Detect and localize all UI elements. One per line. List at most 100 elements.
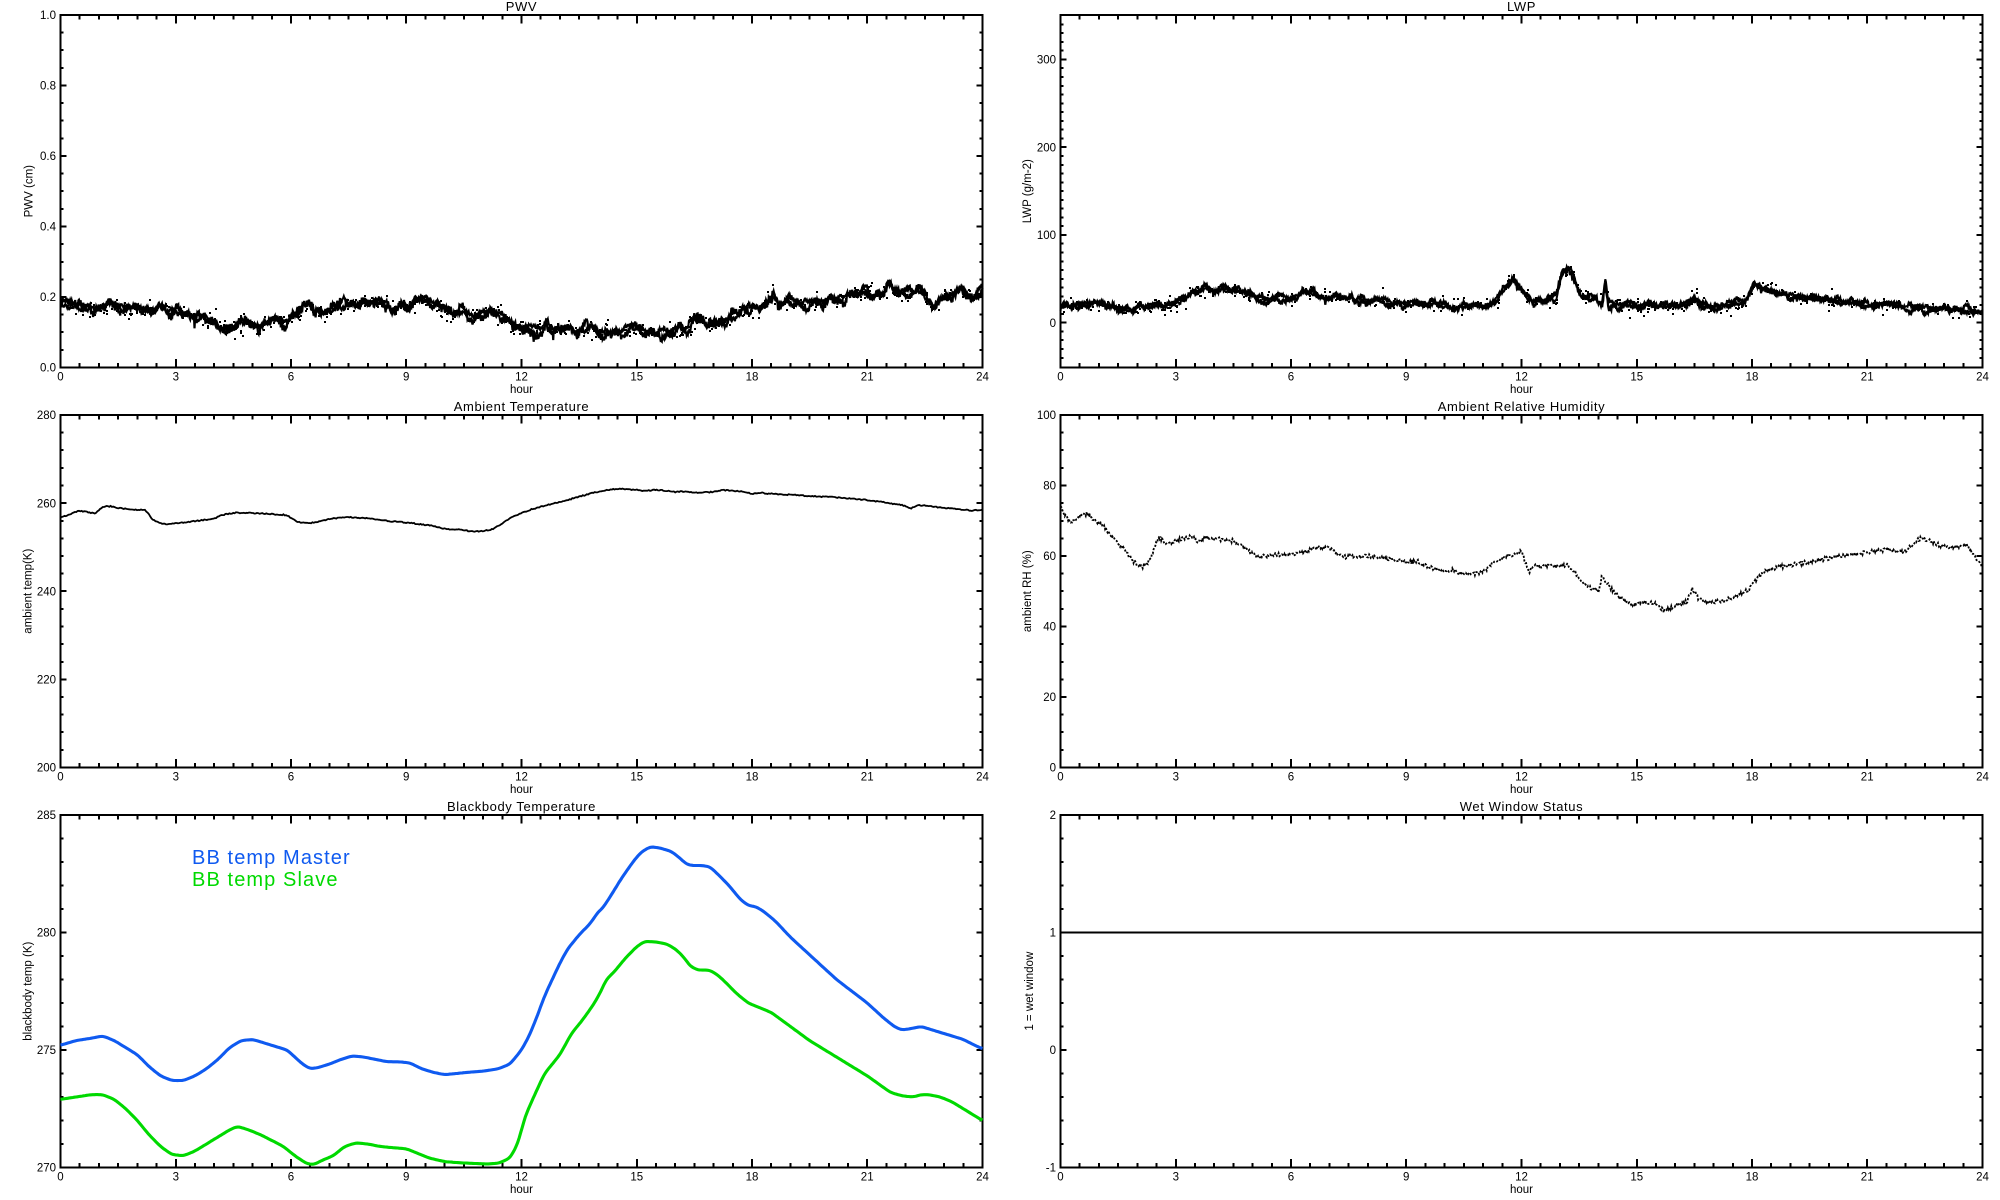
svg-text:0: 0 <box>1057 1172 1063 1184</box>
svg-text:275: 275 <box>37 1045 56 1057</box>
svg-text:260: 260 <box>37 498 56 510</box>
svg-text:200: 200 <box>37 763 56 775</box>
svg-text:PWV: PWV <box>506 0 537 14</box>
svg-text:0.0: 0.0 <box>40 363 56 375</box>
svg-text:24: 24 <box>1976 772 1989 784</box>
svg-text:6: 6 <box>1288 1172 1294 1184</box>
svg-text:hour: hour <box>510 784 533 796</box>
svg-text:3: 3 <box>1173 1172 1179 1184</box>
svg-text:BB temp Slave: BB temp Slave <box>192 869 339 891</box>
svg-text:hour: hour <box>510 384 533 396</box>
svg-text:18: 18 <box>1746 772 1759 784</box>
svg-text:blackbody temp (K): blackbody temp (K) <box>23 941 35 1040</box>
svg-text:1 = wet window: 1 = wet window <box>1024 951 1036 1031</box>
svg-text:0: 0 <box>57 372 63 384</box>
svg-text:15: 15 <box>1630 1172 1643 1184</box>
svg-text:hour: hour <box>1510 1184 1533 1196</box>
svg-text:15: 15 <box>630 772 643 784</box>
svg-text:0.4: 0.4 <box>40 222 57 234</box>
svg-text:21: 21 <box>861 1172 874 1184</box>
svg-text:Wet Window Status: Wet Window Status <box>1460 799 1583 814</box>
svg-text:3: 3 <box>1173 772 1179 784</box>
svg-text:9: 9 <box>1403 772 1409 784</box>
svg-text:ambient temp(K): ambient temp(K) <box>23 549 35 634</box>
svg-text:270: 270 <box>37 1163 56 1175</box>
svg-text:285: 285 <box>37 810 56 822</box>
svg-text:18: 18 <box>1746 372 1759 384</box>
svg-text:6: 6 <box>288 772 294 784</box>
svg-text:24: 24 <box>1976 1172 1989 1184</box>
svg-text:24: 24 <box>976 1172 989 1184</box>
svg-text:80: 80 <box>1043 481 1056 493</box>
svg-text:240: 240 <box>37 587 56 599</box>
svg-text:0: 0 <box>1057 772 1063 784</box>
svg-text:21: 21 <box>1861 1172 1874 1184</box>
svg-text:9: 9 <box>403 372 409 384</box>
svg-text:12: 12 <box>515 372 528 384</box>
svg-text:18: 18 <box>1746 1172 1759 1184</box>
svg-text:220: 220 <box>37 675 56 687</box>
svg-text:12: 12 <box>1515 372 1528 384</box>
svg-text:15: 15 <box>630 372 643 384</box>
svg-text:0.2: 0.2 <box>40 292 56 304</box>
svg-text:-1: -1 <box>1046 1163 1056 1175</box>
svg-text:12: 12 <box>515 772 528 784</box>
svg-text:3: 3 <box>173 1172 179 1184</box>
svg-text:100: 100 <box>1037 410 1056 422</box>
svg-text:0: 0 <box>57 1172 63 1184</box>
svg-text:3: 3 <box>173 772 179 784</box>
svg-text:21: 21 <box>1861 772 1874 784</box>
svg-text:0: 0 <box>57 772 63 784</box>
svg-text:1: 1 <box>1050 928 1056 940</box>
svg-text:LWP: LWP <box>1507 0 1536 14</box>
svg-text:280: 280 <box>37 928 56 940</box>
svg-text:24: 24 <box>976 772 989 784</box>
svg-text:ambient RH (%): ambient RH (%) <box>1022 550 1034 632</box>
svg-text:0: 0 <box>1050 763 1056 775</box>
svg-text:9: 9 <box>1403 1172 1409 1184</box>
svg-text:hour: hour <box>510 1184 533 1196</box>
svg-text:1.0: 1.0 <box>40 10 56 22</box>
svg-text:9: 9 <box>403 1172 409 1184</box>
svg-text:40: 40 <box>1043 622 1056 634</box>
svg-text:Ambient Temperature: Ambient Temperature <box>454 399 589 414</box>
svg-text:6: 6 <box>288 372 294 384</box>
svg-text:21: 21 <box>861 772 874 784</box>
svg-text:6: 6 <box>288 1172 294 1184</box>
svg-text:hour: hour <box>1510 384 1533 396</box>
svg-text:21: 21 <box>1861 372 1874 384</box>
svg-text:15: 15 <box>1630 772 1643 784</box>
svg-text:24: 24 <box>1976 372 1989 384</box>
svg-text:3: 3 <box>1173 372 1179 384</box>
svg-text:15: 15 <box>1630 372 1643 384</box>
svg-text:21: 21 <box>861 372 874 384</box>
svg-text:12: 12 <box>1515 772 1528 784</box>
svg-text:3: 3 <box>173 372 179 384</box>
svg-text:0: 0 <box>1050 1045 1056 1057</box>
svg-text:6: 6 <box>1288 372 1294 384</box>
svg-text:Blackbody Temperature: Blackbody Temperature <box>447 799 596 814</box>
svg-text:24: 24 <box>976 372 989 384</box>
svg-text:300: 300 <box>1037 55 1056 67</box>
svg-text:12: 12 <box>515 1172 528 1184</box>
svg-text:0: 0 <box>1057 372 1063 384</box>
svg-text:18: 18 <box>746 772 759 784</box>
svg-text:6: 6 <box>1288 772 1294 784</box>
svg-text:2: 2 <box>1050 810 1056 822</box>
svg-text:15: 15 <box>630 1172 643 1184</box>
svg-text:18: 18 <box>746 1172 759 1184</box>
svg-text:PWV (cm): PWV (cm) <box>24 165 36 218</box>
svg-text:LWP (g/m-2): LWP (g/m-2) <box>1022 159 1034 223</box>
svg-text:18: 18 <box>746 372 759 384</box>
svg-text:0.6: 0.6 <box>40 151 56 163</box>
svg-text:12: 12 <box>1515 1172 1528 1184</box>
svg-text:hour: hour <box>1510 784 1533 796</box>
svg-text:60: 60 <box>1043 551 1056 563</box>
svg-text:9: 9 <box>403 772 409 784</box>
svg-text:200: 200 <box>1037 142 1056 154</box>
svg-text:BB temp Master: BB temp Master <box>192 847 351 869</box>
svg-text:280: 280 <box>37 410 56 422</box>
svg-text:0: 0 <box>1050 318 1056 330</box>
svg-text:9: 9 <box>1403 372 1409 384</box>
svg-text:Ambient Relative Humidity: Ambient Relative Humidity <box>1438 399 1605 414</box>
